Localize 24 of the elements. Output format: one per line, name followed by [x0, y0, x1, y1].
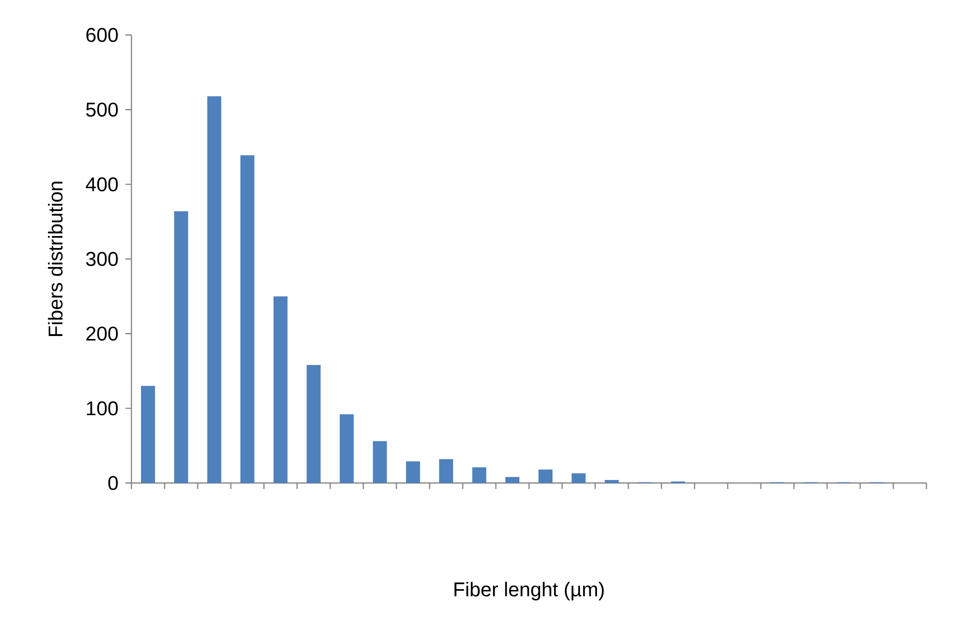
bar	[240, 155, 254, 483]
bar	[572, 473, 586, 483]
bar	[174, 211, 188, 483]
y-tick-label: 200	[86, 326, 118, 341]
y-tick-label: 100	[86, 401, 118, 416]
bar	[207, 96, 222, 483]
x-axis-title: Fiber lenght (µm)	[454, 582, 604, 600]
bar	[306, 365, 321, 483]
y-tick-label: 600	[86, 28, 118, 42]
bar	[274, 296, 288, 483]
bar	[141, 386, 156, 483]
bar	[538, 470, 553, 483]
bar	[472, 467, 486, 483]
y-tick-label: 500	[86, 102, 118, 117]
bar	[604, 480, 619, 483]
bar	[340, 414, 354, 483]
bar	[406, 461, 420, 483]
y-tick-label: 0	[108, 476, 118, 490]
y-axis-title: Fibers distribution	[48, 182, 63, 336]
bar	[372, 441, 387, 483]
y-tick-label: 400	[86, 177, 118, 192]
bar	[439, 459, 454, 483]
y-tick-label: 300	[86, 252, 118, 266]
bar	[505, 477, 520, 483]
